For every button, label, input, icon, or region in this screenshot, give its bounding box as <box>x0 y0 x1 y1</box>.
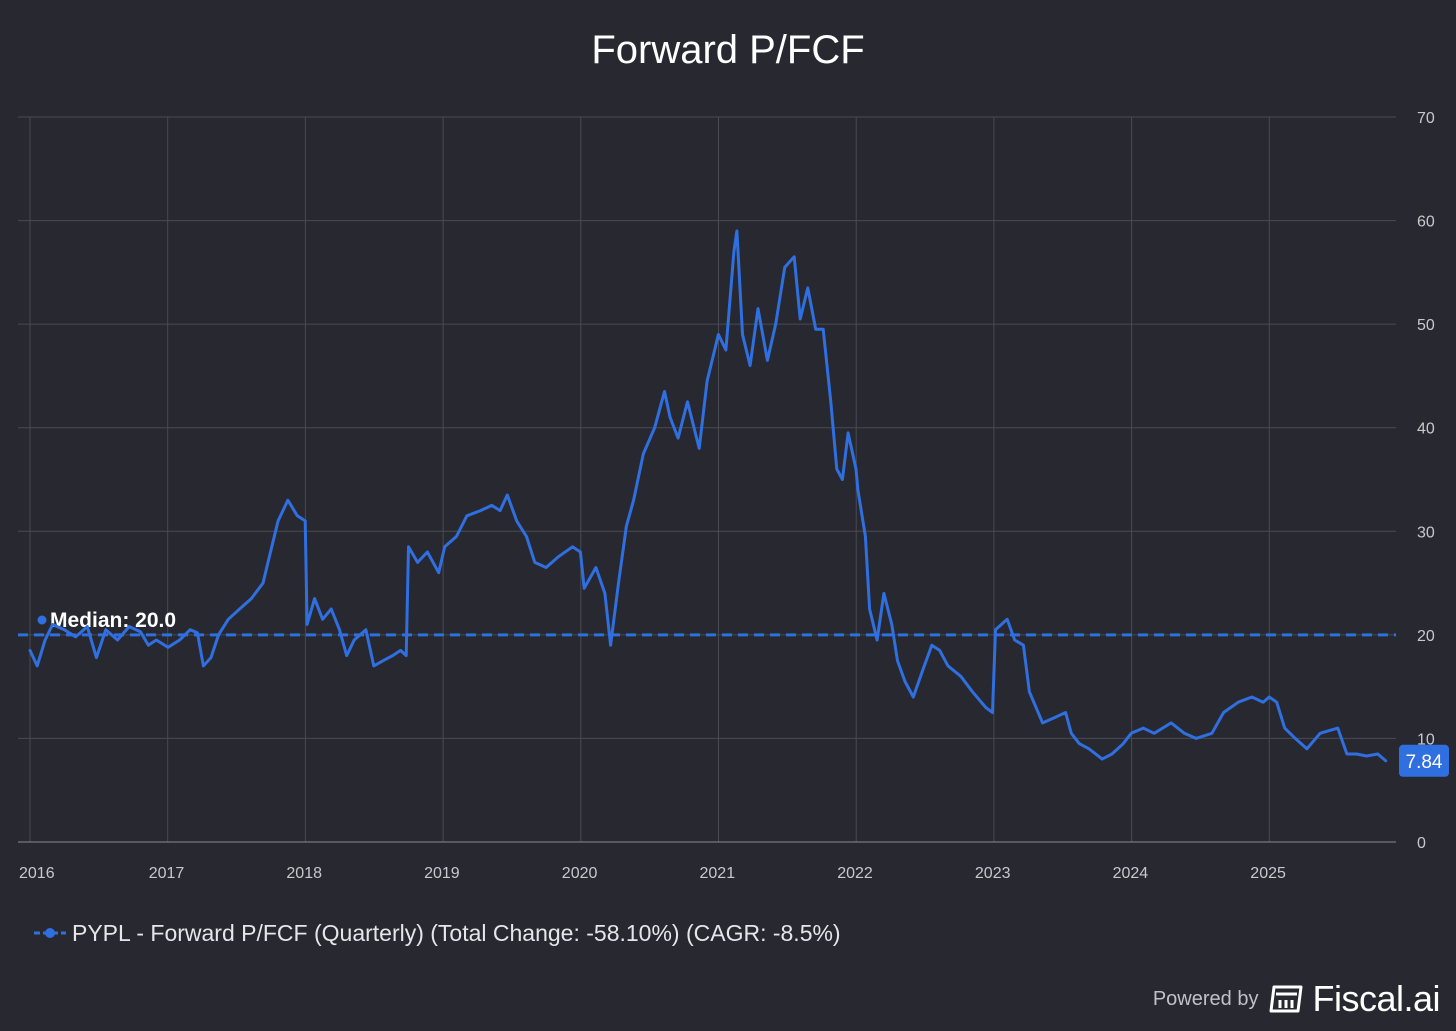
y-tick-label: 20 <box>1417 628 1435 645</box>
last-value-label: 7.84 <box>1406 752 1443 773</box>
x-tick-label: 2025 <box>1250 865 1286 882</box>
y-tick-label: 60 <box>1417 214 1435 231</box>
legend[interactable]: PYPL - Forward P/FCF (Quarterly) (Total … <box>34 916 841 950</box>
x-tick-label: 2022 <box>837 865 873 882</box>
y-tick-label: 50 <box>1417 317 1435 334</box>
axis-layer: 0 10 20 30 40 50 60 70 2016 2017 2018 2019 2020 2021 2… <box>18 110 1435 882</box>
median-label: Median: 20.0 <box>50 609 176 632</box>
x-tick-label: 2019 <box>424 865 460 882</box>
fiscal-logo-icon <box>1269 985 1303 1013</box>
label-layer: 7.84 <box>1399 744 1449 777</box>
x-tick-label: 2017 <box>149 865 185 882</box>
legend-series-label: PYPL - Forward P/FCF (Quarterly) (Total … <box>72 919 841 946</box>
x-tick-label: 2020 <box>562 865 598 882</box>
legend-line-marker-icon <box>34 928 66 938</box>
x-tick-label: 2024 <box>1113 865 1149 882</box>
x-tick-label: 2023 <box>975 865 1011 882</box>
last-value-badge <box>1399 744 1449 777</box>
series-line <box>28 229 1388 763</box>
grid-layer <box>18 116 1396 842</box>
chart-title: Forward P/FCF <box>591 28 865 72</box>
y-tick-label: 0 <box>1417 835 1426 852</box>
y-tick-label: 10 <box>1417 731 1435 748</box>
x-tick-label: 2018 <box>286 865 322 882</box>
y-tick-label: 30 <box>1417 524 1435 541</box>
brand-name: Fiscal.ai <box>1312 978 1440 1019</box>
footer-branding: Powered by Fiscal.ai <box>1152 978 1441 1019</box>
median-layer: Median: 20.0 <box>18 609 1396 637</box>
y-tick-label: 40 <box>1417 421 1435 438</box>
x-tick-label: 2016 <box>19 865 55 882</box>
x-tick-label: 2021 <box>700 865 736 882</box>
series-layer <box>28 229 1388 763</box>
powered-by-text: Powered by <box>1152 987 1259 1010</box>
y-tick-label: 70 <box>1417 110 1435 127</box>
median-marker <box>37 615 47 625</box>
